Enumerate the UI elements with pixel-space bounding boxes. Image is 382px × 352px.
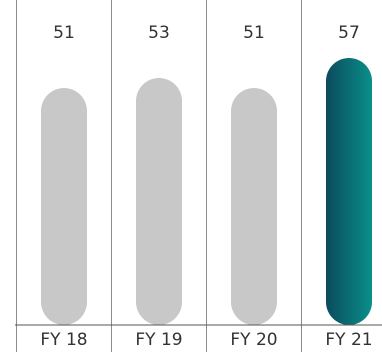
category-label: FY 20	[230, 330, 277, 350]
value-label: 51	[53, 23, 75, 43]
column-dividers	[16, 0, 302, 352]
category-label: FY 19	[135, 330, 182, 350]
value-labels-group: 51 53 51 57	[53, 23, 360, 43]
bar-fy-18	[41, 88, 87, 325]
bar-fy-20	[231, 88, 277, 325]
bars-group	[41, 58, 372, 325]
bar-fy-19	[136, 78, 182, 325]
value-label: 51	[243, 23, 265, 43]
category-label: FY 18	[40, 330, 87, 350]
bar-fy-21	[326, 58, 372, 325]
category-label: FY 21	[325, 330, 372, 350]
category-labels-group: FY 18 FY 19 FY 20 FY 21	[40, 330, 372, 350]
value-label: 57	[338, 23, 360, 43]
value-label: 53	[148, 23, 170, 43]
